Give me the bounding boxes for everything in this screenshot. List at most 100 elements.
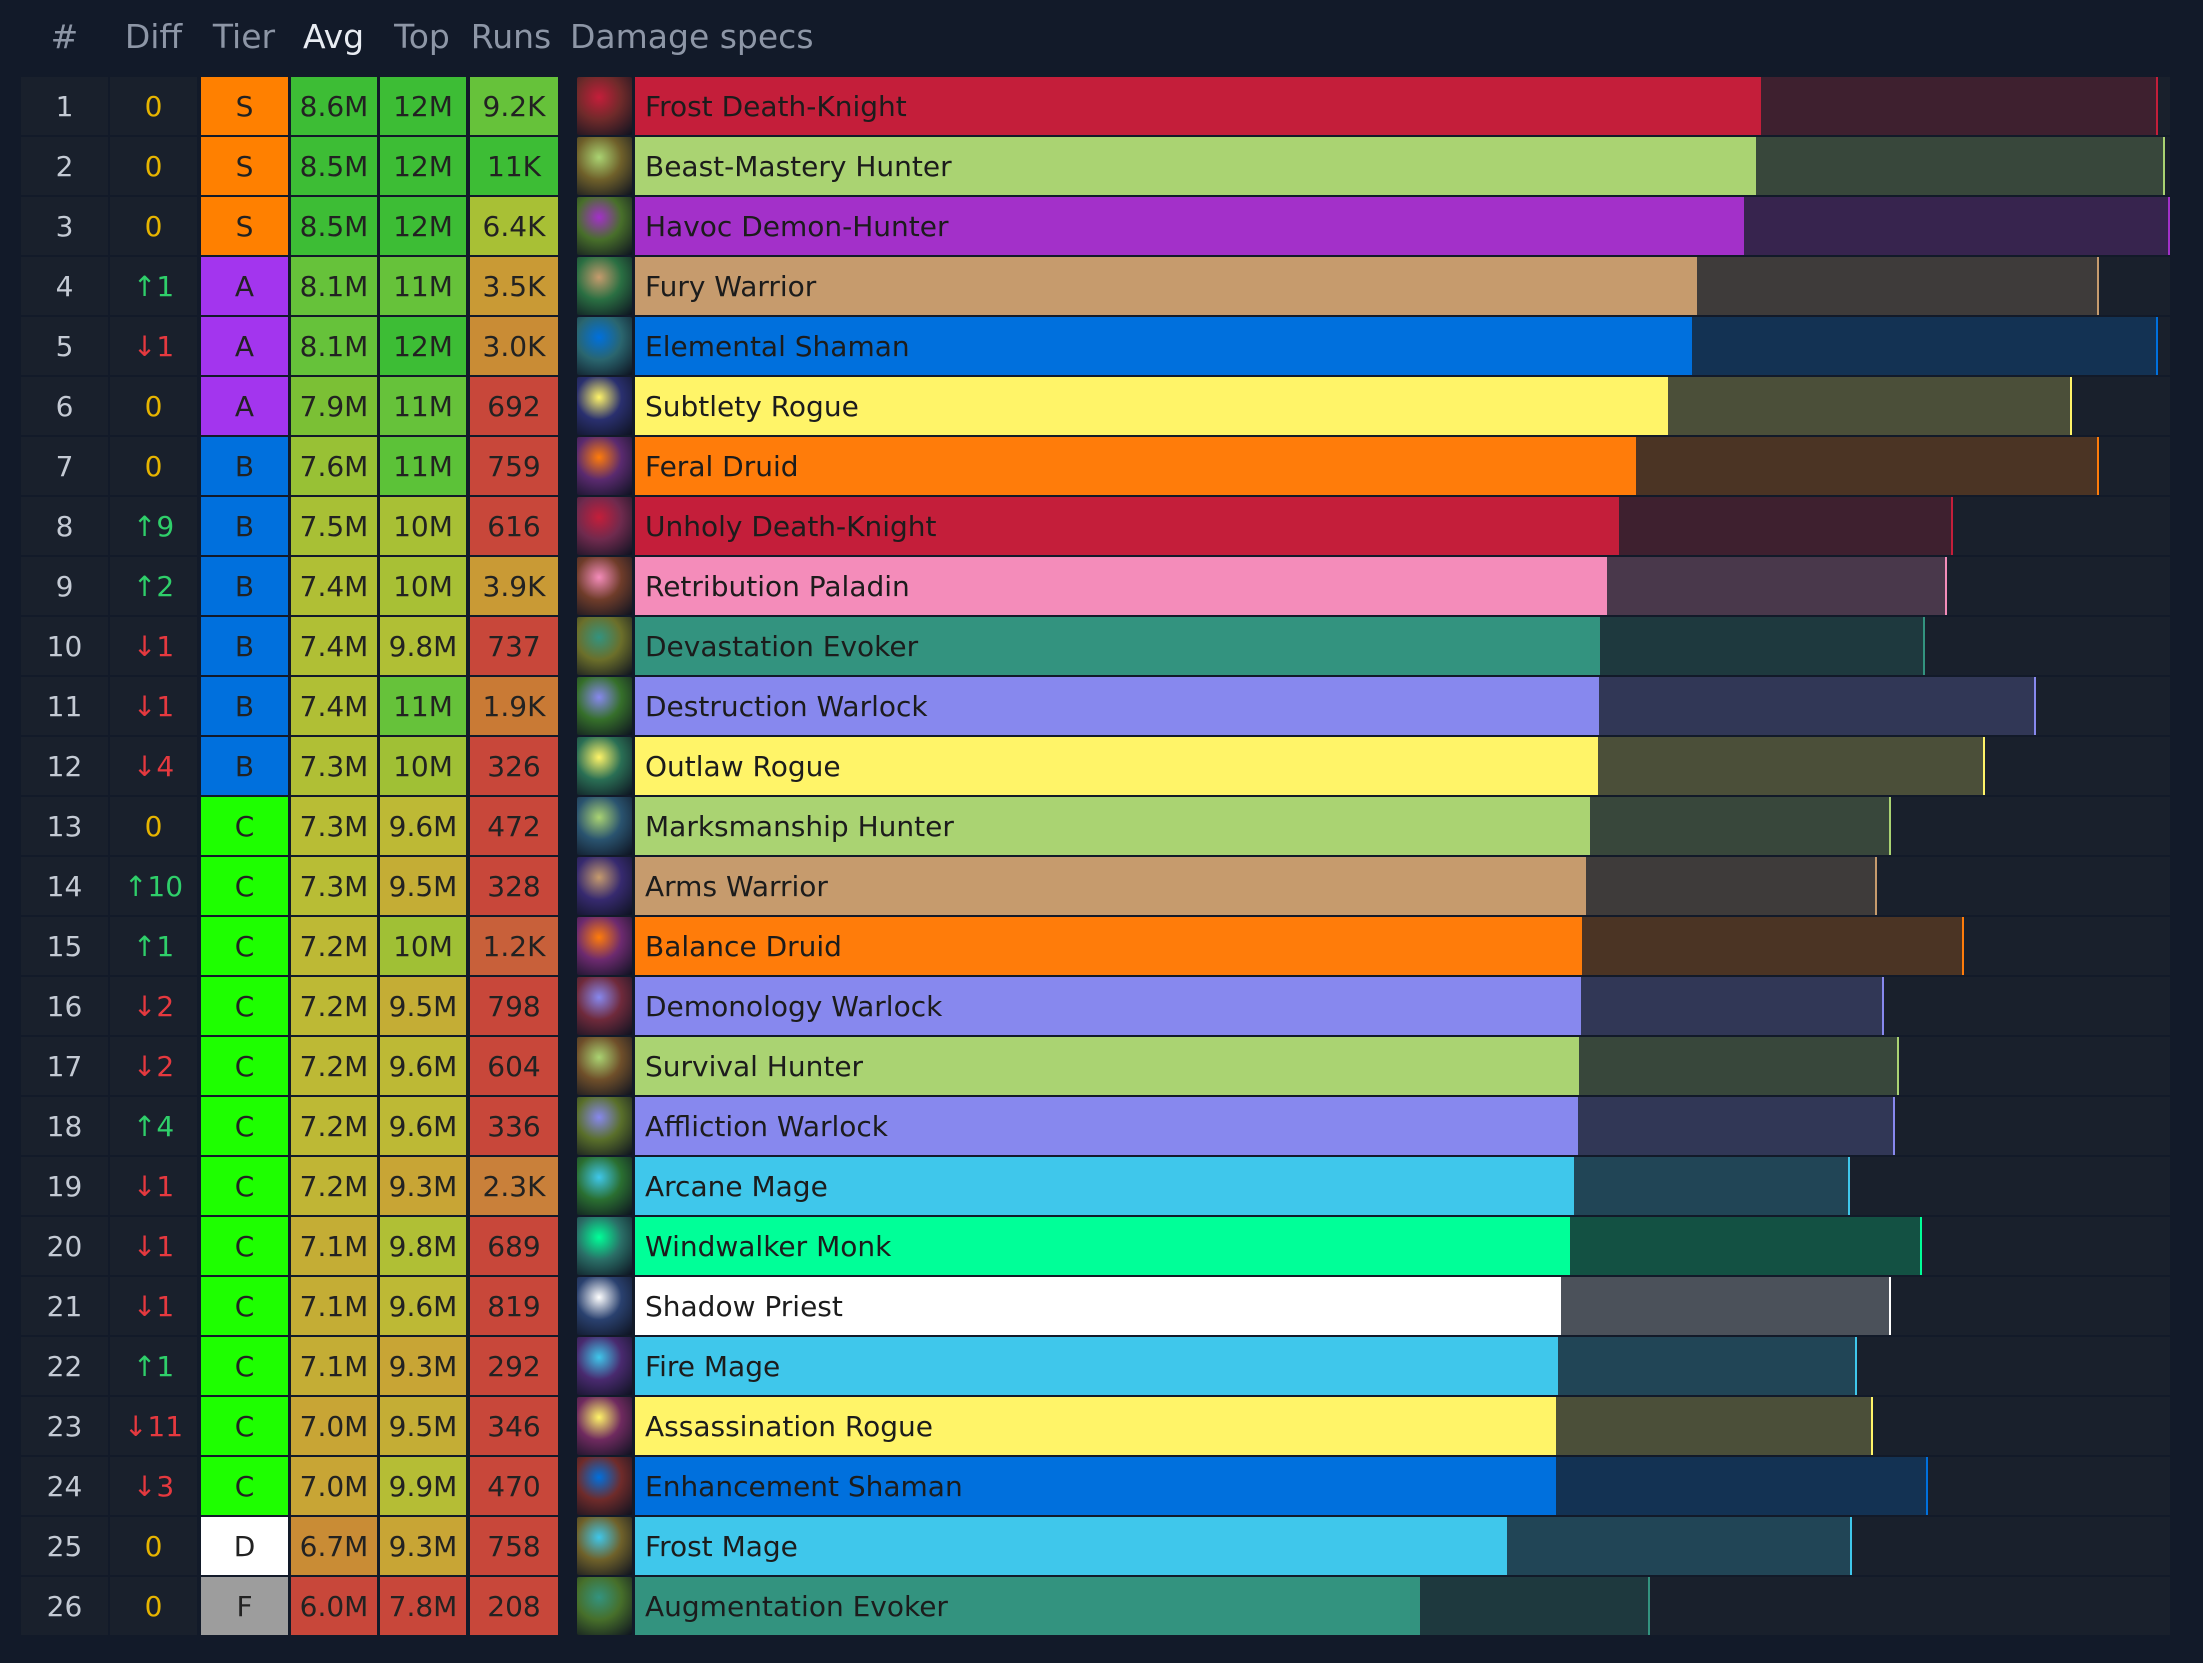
spec-bar[interactable]: Arcane Mage: [635, 1157, 2170, 1215]
spec-bar[interactable]: Fury Warrior: [635, 257, 2170, 315]
table-row[interactable]: 3 0 S 8.5M 12M 6.4K Havoc Demon-Hunter: [21, 197, 2171, 255]
top-marker: [1882, 977, 1885, 1035]
arcane-mage-icon: [577, 1157, 632, 1215]
spec-name: Marksmanship Hunter: [645, 809, 954, 843]
spec-bar[interactable]: Survival Hunter: [635, 1037, 2170, 1095]
table-row[interactable]: 19 ↓1 C 7.2M 9.3M 2.3K Arcane Mage: [21, 1157, 2171, 1215]
runs-cell: 11K: [470, 137, 558, 195]
spec-bar[interactable]: Unholy Death-Knight: [635, 497, 2170, 555]
top-marker: [1896, 1037, 1899, 1095]
rank-cell: 2: [21, 137, 108, 195]
table-row[interactable]: 8 ↑9 B 7.5M 10M 616 Unholy Death-Knight: [21, 497, 2171, 555]
runs-cell: 6.4K: [470, 197, 558, 255]
avg-cell: 7.2M: [291, 917, 377, 975]
spec-bar[interactable]: Elemental Shaman: [635, 317, 2170, 375]
diff-cell: ↓1: [110, 1217, 197, 1275]
rank-cell: 4: [21, 257, 108, 315]
top-marker: [2168, 197, 2170, 255]
top-marker: [1889, 1277, 1892, 1335]
table-row[interactable]: 15 ↑1 C 7.2M 10M 1.2K Balance Druid: [21, 917, 2171, 975]
spec-bar[interactable]: Retribution Paladin: [635, 557, 2170, 615]
diff-cell: ↑9: [110, 497, 197, 555]
spec-bar[interactable]: Destruction Warlock: [635, 677, 2170, 735]
spec-bar[interactable]: Windwalker Monk: [635, 1217, 2170, 1275]
table-row[interactable]: 22 ↑1 C 7.1M 9.3M 292 Fire Mage: [21, 1337, 2171, 1395]
tier-badge: C: [201, 1097, 288, 1155]
table-row[interactable]: 9 ↑2 B 7.4M 10M 3.9K Retribution Paladin: [21, 557, 2171, 615]
spec-table: 1 0 S 8.6M 12M 9.2K Frost Death-Knight 2…: [21, 77, 2171, 1637]
spec-bar[interactable]: Enhancement Shaman: [635, 1457, 2170, 1515]
table-row[interactable]: 2 0 S 8.5M 12M 11K Beast-Mastery Hunter: [21, 137, 2171, 195]
avg-cell: 8.1M: [291, 317, 377, 375]
spec-bar[interactable]: Augmentation Evoker: [635, 1577, 2170, 1635]
rank-cell: 10: [21, 617, 108, 675]
spec-bar[interactable]: Beast-Mastery Hunter: [635, 137, 2170, 195]
tier-badge: C: [201, 857, 288, 915]
rank-cell: 11: [21, 677, 108, 735]
table-row[interactable]: 24 ↓3 C 7.0M 9.9M 470 Enhancement Shaman: [21, 1457, 2171, 1515]
header-top[interactable]: Top: [394, 16, 450, 56]
table-row[interactable]: 18 ↑4 C 7.2M 9.6M 336 Affliction Warlock: [21, 1097, 2171, 1155]
rank-cell: 19: [21, 1157, 108, 1215]
rank-cell: 8: [21, 497, 108, 555]
header-damage-specs[interactable]: Damage specs: [570, 16, 814, 56]
spec-bar[interactable]: Balance Druid: [635, 917, 2170, 975]
top-cell: 9.6M: [380, 1097, 466, 1155]
spec-bar[interactable]: Shadow Priest: [635, 1277, 2170, 1335]
table-row[interactable]: 13 0 C 7.3M 9.6M 472 Marksmanship Hunter: [21, 797, 2171, 855]
spec-bar[interactable]: Fire Mage: [635, 1337, 2170, 1395]
top-marker: [1870, 1397, 1873, 1455]
top-marker: [1983, 737, 1986, 795]
spec-bar[interactable]: Arms Warrior: [635, 857, 2170, 915]
top-cell: 12M: [380, 137, 466, 195]
spec-bar[interactable]: Affliction Warlock: [635, 1097, 2170, 1155]
header-diff[interactable]: Diff: [124, 16, 183, 56]
spec-name: Outlaw Rogue: [645, 749, 841, 783]
avg-bar: [635, 917, 1582, 975]
spec-name: Assassination Rogue: [645, 1409, 933, 1443]
table-row[interactable]: 5 ↓1 A 8.1M 12M 3.0K Elemental Shaman: [21, 317, 2171, 375]
diff-cell: 0: [110, 437, 197, 495]
spec-bar[interactable]: Feral Druid: [635, 437, 2170, 495]
spec-bar[interactable]: Outlaw Rogue: [635, 737, 2170, 795]
spec-bar[interactable]: Demonology Warlock: [635, 977, 2170, 1035]
table-row[interactable]: 4 ↑1 A 8.1M 11M 3.5K Fury Warrior: [21, 257, 2171, 315]
table-row[interactable]: 10 ↓1 B 7.4M 9.8M 737 Devastation Evoker: [21, 617, 2171, 675]
top-marker: [1889, 797, 1892, 855]
spec-bar[interactable]: Havoc Demon-Hunter: [635, 197, 2170, 255]
table-row[interactable]: 11 ↓1 B 7.4M 11M 1.9K Destruction Warloc…: [21, 677, 2171, 735]
table-row[interactable]: 12 ↓4 B 7.3M 10M 326 Outlaw Rogue: [21, 737, 2171, 795]
table-row[interactable]: 16 ↓2 C 7.2M 9.5M 798 Demonology Warlock: [21, 977, 2171, 1035]
spec-bar[interactable]: Assassination Rogue: [635, 1397, 2170, 1455]
table-row[interactable]: 23 ↓11 C 7.0M 9.5M 346 Assassination Rog…: [21, 1397, 2171, 1455]
tier-badge: B: [201, 677, 288, 735]
table-row[interactable]: 6 0 A 7.9M 11M 692 Subtlety Rogue: [21, 377, 2171, 435]
table-row[interactable]: 21 ↓1 C 7.1M 9.6M 819 Shadow Priest: [21, 1277, 2171, 1335]
spec-bar[interactable]: Devastation Evoker: [635, 617, 2170, 675]
top-marker: [1920, 1217, 1923, 1275]
header-avg[interactable]: Avg: [302, 16, 365, 56]
spec-name: Affliction Warlock: [645, 1109, 889, 1143]
table-row[interactable]: 7 0 B 7.6M 11M 759 Feral Druid: [21, 437, 2171, 495]
header-rank[interactable]: #: [50, 16, 79, 56]
spec-bar[interactable]: Frost Death-Knight: [635, 77, 2170, 135]
avg-bar: [635, 1217, 1571, 1275]
rank-cell: 24: [21, 1457, 108, 1515]
spec-name: Enhancement Shaman: [645, 1469, 963, 1503]
header-tier[interactable]: Tier: [212, 16, 276, 56]
table-row[interactable]: 17 ↓2 C 7.2M 9.6M 604 Survival Hunter: [21, 1037, 2171, 1095]
table-row[interactable]: 20 ↓1 C 7.1M 9.8M 689 Windwalker Monk: [21, 1217, 2171, 1275]
enhancement-shaman-icon: [577, 1457, 632, 1515]
header-runs[interactable]: Runs: [470, 16, 552, 56]
spec-bar[interactable]: Subtlety Rogue: [635, 377, 2170, 435]
spec-bar[interactable]: Marksmanship Hunter: [635, 797, 2170, 855]
spec-bar[interactable]: Frost Mage: [635, 1517, 2170, 1575]
table-row[interactable]: 1 0 S 8.6M 12M 9.2K Frost Death-Knight: [21, 77, 2171, 135]
tier-badge: C: [201, 1037, 288, 1095]
avg-cell: 7.2M: [291, 1157, 377, 1215]
table-row[interactable]: 14 ↑10 C 7.3M 9.5M 328 Arms Warrior: [21, 857, 2171, 915]
table-row[interactable]: 25 0 D 6.7M 9.3M 758 Frost Mage: [21, 1517, 2171, 1575]
table-row[interactable]: 26 0 F 6.0M 7.8M 208 Augmentation Evoker: [21, 1577, 2171, 1635]
runs-cell: 689: [470, 1217, 558, 1275]
rank-cell: 7: [21, 437, 108, 495]
